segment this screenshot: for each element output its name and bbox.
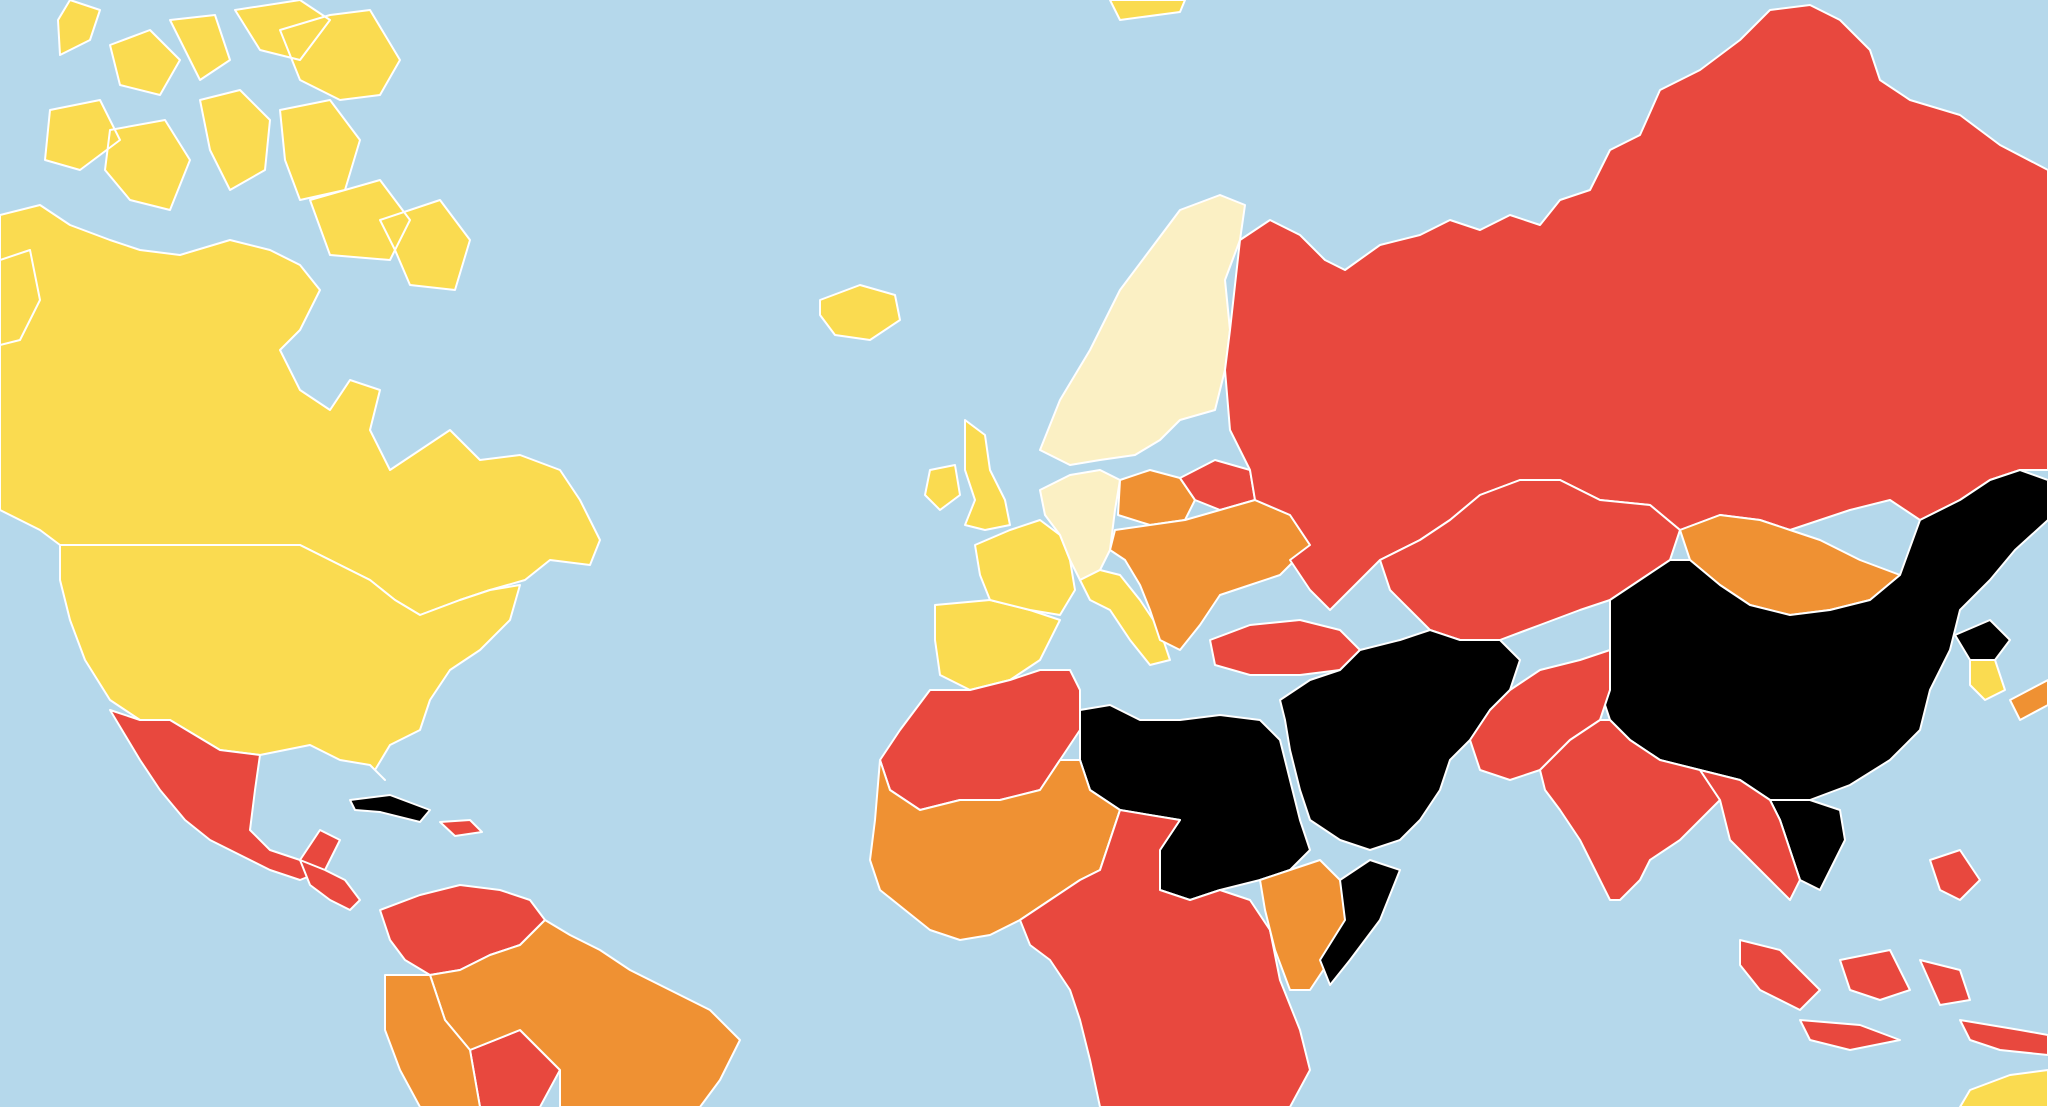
region-brazil[interactable] — [429, 919, 741, 1107]
region-canadian-arctic-islands[interactable] — [44, 0, 471, 291]
region-north-korea[interactable] — [1954, 619, 2011, 661]
region-ukraine-balkans[interactable] — [1109, 499, 1311, 651]
region-cuba[interactable] — [349, 794, 431, 823]
region-united-states[interactable] — [59, 544, 521, 781]
region-india[interactable] — [1539, 719, 1721, 901]
region-greenland[interactable] — [1109, 0, 1186, 21]
region-south-korea[interactable] — [1969, 659, 2006, 701]
region-japan[interactable] — [2009, 679, 2048, 721]
region-central-europe[interactable] — [1039, 469, 1121, 581]
region-italy[interactable] — [1079, 569, 1171, 666]
region-british-isles[interactable] — [924, 419, 1011, 531]
region-poland[interactable] — [1117, 469, 1196, 526]
region-australia[interactable] — [1959, 1069, 2048, 1107]
region-central-america[interactable] — [299, 819, 483, 911]
region-somalia[interactable] — [1319, 859, 1401, 986]
region-indonesia[interactable] — [1739, 939, 2048, 1056]
region-alaska[interactable] — [0, 249, 41, 346]
region-iceland[interactable] — [819, 284, 901, 341]
region-andean-south-america[interactable] — [384, 974, 481, 1107]
region-nordic-countries[interactable] — [1039, 194, 1246, 466]
region-pakistan-afghanistan[interactable] — [1469, 649, 1611, 781]
region-southeast-asia[interactable] — [1699, 769, 1981, 901]
region-mexico[interactable] — [109, 709, 341, 881]
region-france[interactable] — [974, 519, 1076, 616]
